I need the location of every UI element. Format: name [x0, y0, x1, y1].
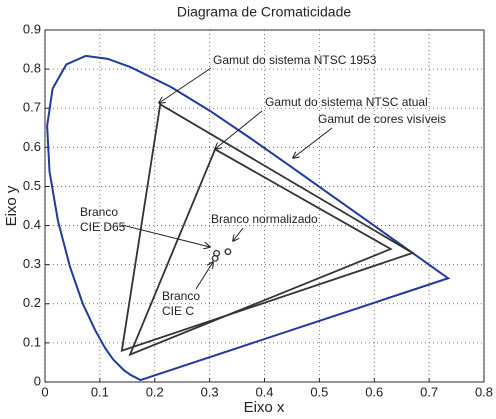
y-tick-label: 0.9 [23, 21, 41, 36]
annotation-arrow [121, 224, 210, 247]
x-tick-label: 0.3 [201, 384, 219, 399]
annotation: Branco [80, 205, 118, 219]
x-tick-label: 0.4 [255, 384, 273, 399]
annotation-arrow [293, 127, 333, 158]
x-tick-label: 0.2 [146, 384, 164, 399]
white-point [211, 254, 219, 262]
y-tick-label: 0.7 [23, 100, 41, 115]
x-tick-label: 0 [41, 384, 48, 399]
annotation: Gamut do sistema NTSC 1953 [213, 53, 377, 67]
annotation-arrow [215, 110, 263, 149]
annotation-arrow [159, 67, 212, 103]
annotation-arrow [195, 262, 213, 290]
annotation: Gamut do sistema NTSC atual [265, 95, 428, 109]
y-tick-label: 0.8 [23, 61, 41, 76]
gamut-outline [46, 54, 451, 382]
x-axis-label: Eixo x [244, 399, 285, 416]
annotation: Gamut de cores visíveis [318, 112, 446, 126]
y-tick-label: 0.1 [23, 334, 41, 349]
x-tick-label: 0.8 [475, 384, 493, 399]
y-tick-label: 0.3 [23, 256, 41, 271]
x-tick-label: 0.1 [91, 384, 109, 399]
x-tick-label: 0.6 [365, 384, 383, 399]
x-tick-label: 0.7 [420, 384, 438, 399]
y-tick-label: 0 [34, 373, 41, 388]
white-point [224, 248, 232, 256]
y-axis-label: Eixo y [3, 185, 20, 226]
annotation: Branco [162, 289, 200, 303]
chart-title: Diagrama de Cromaticidade [177, 4, 352, 20]
gamut-outline [128, 148, 393, 357]
y-tick-label: 0.4 [23, 217, 41, 232]
annotation: Branco normalizado [211, 212, 318, 226]
y-tick-label: 0.2 [23, 295, 41, 310]
annotation: CIE C [162, 304, 194, 318]
y-tick-label: 0.6 [23, 139, 41, 154]
annotation: CIE D65 [80, 220, 126, 234]
gamut-outline [120, 102, 415, 353]
x-tick-label: 0.5 [310, 384, 328, 399]
annotation-arrow [233, 227, 244, 241]
y-tick-label: 0.5 [23, 178, 41, 193]
